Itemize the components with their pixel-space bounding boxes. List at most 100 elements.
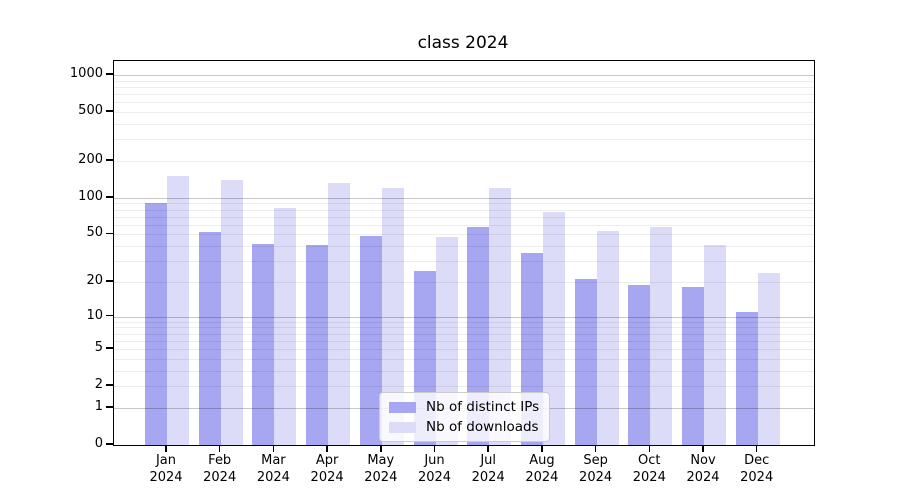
y-tick-label: 1000 xyxy=(69,66,103,82)
legend-label-downloads: Nb of downloads xyxy=(426,419,539,435)
legend-item-distinct-ips: Nb of distinct IPs xyxy=(389,399,539,415)
legend-swatch-distinct-ips xyxy=(389,401,416,413)
bar-downloads-oct xyxy=(650,226,673,445)
y-tick-mark xyxy=(106,406,113,408)
y-tick-label: 2 xyxy=(94,377,103,393)
x-tick-mark xyxy=(487,446,489,452)
minor-gridline xyxy=(114,112,814,114)
minor-gridline xyxy=(114,327,814,329)
x-tick-label-jul: Jul 2024 xyxy=(471,453,505,485)
y-tick-mark xyxy=(106,347,113,349)
bar-distinct-ips-jul xyxy=(467,226,490,445)
bar-downloads-jul xyxy=(489,188,512,445)
minor-gridline xyxy=(114,161,814,162)
x-tick-label-mar: Mar 2024 xyxy=(256,453,290,485)
minor-gridline xyxy=(114,80,814,82)
y-tick-mark xyxy=(106,314,113,317)
x-tick-mark xyxy=(433,446,436,452)
x-tick-label-jun: Jun 2024 xyxy=(417,453,452,485)
x-tick-mark xyxy=(702,446,704,452)
bar-downloads-mar xyxy=(274,208,297,445)
x-tick-label-may: May 2024 xyxy=(364,453,398,485)
bar-downloads-jan xyxy=(167,176,189,445)
y-tick-mark xyxy=(106,280,113,282)
x-tick-label-aug: Aug 2024 xyxy=(525,453,559,485)
y-tick-mark xyxy=(106,232,113,235)
minor-gridline xyxy=(114,349,814,351)
y-tick-label: 5 xyxy=(94,340,103,356)
bar-downloads-feb xyxy=(220,179,243,445)
minor-gridline xyxy=(114,340,814,342)
bar-distinct-ips-nov xyxy=(682,287,704,445)
x-tick-mark xyxy=(272,446,275,452)
bar-distinct-ips-jan xyxy=(145,203,167,445)
minor-gridline xyxy=(114,370,814,372)
legend: Nb of distinct IPs Nb of downloads xyxy=(379,392,551,442)
bar-downloads-nov xyxy=(704,244,726,445)
minor-gridline xyxy=(114,203,814,205)
chart-title: class 2024 xyxy=(417,33,509,53)
minor-gridline xyxy=(114,94,814,96)
x-tick-label-oct: Oct 2024 xyxy=(632,453,666,485)
minor-gridline xyxy=(114,358,814,360)
x-tick-mark xyxy=(326,446,328,452)
minor-gridline xyxy=(114,281,814,283)
major-gridline xyxy=(114,316,814,318)
minor-gridline xyxy=(114,139,814,141)
bar-distinct-ips-oct xyxy=(628,284,651,445)
bar-downloads-aug xyxy=(542,212,565,445)
legend-item-downloads: Nb of downloads xyxy=(389,419,539,435)
x-tick-label-jan: Jan 2024 xyxy=(149,453,183,485)
major-gridline xyxy=(114,197,814,199)
bar-distinct-ips-feb xyxy=(198,232,221,445)
legend-swatch-downloads xyxy=(389,421,416,433)
minor-gridline xyxy=(114,224,814,226)
x-tick-label-dec: Dec 2024 xyxy=(740,453,774,485)
bar-distinct-ips-mar xyxy=(252,243,275,445)
y-tick-mark xyxy=(106,110,113,112)
minor-gridline xyxy=(114,209,814,211)
bar-distinct-ips-apr xyxy=(306,244,329,445)
minor-gridline xyxy=(114,86,814,88)
minor-gridline xyxy=(114,261,814,263)
plot-area xyxy=(113,60,815,446)
bar-downloads-may xyxy=(381,187,404,445)
x-tick-mark xyxy=(648,446,651,452)
y-tick-label: 200 xyxy=(78,152,103,167)
x-tick-mark xyxy=(755,446,758,452)
x-tick-label-apr: Apr 2024 xyxy=(310,453,344,485)
x-tick-mark xyxy=(165,446,167,452)
bar-distinct-ips-sep xyxy=(574,279,597,445)
minor-gridline xyxy=(114,386,814,388)
minor-gridline xyxy=(114,234,814,236)
x-tick-label-feb: Feb 2024 xyxy=(203,453,237,485)
minor-gridline xyxy=(114,333,814,335)
x-tick-label-nov: Nov 2024 xyxy=(686,453,720,485)
y-tick-mark xyxy=(106,443,113,445)
y-tick-label: 10 xyxy=(86,307,103,323)
minor-gridline xyxy=(114,246,814,248)
x-tick-mark xyxy=(541,446,543,452)
bar-downloads-dec xyxy=(757,272,780,445)
minor-gridline xyxy=(114,321,814,323)
x-tick-mark xyxy=(218,446,221,452)
y-tick-label: 1 xyxy=(94,398,103,414)
y-tick-label: 20 xyxy=(86,272,103,288)
y-tick-label: 0 xyxy=(94,436,103,451)
minor-gridline xyxy=(114,124,814,126)
y-tick-label: 500 xyxy=(78,103,103,119)
bar-downloads-apr xyxy=(328,183,351,445)
bar-downloads-sep xyxy=(596,231,619,445)
x-tick-mark xyxy=(594,446,597,452)
minor-gridline xyxy=(114,102,814,104)
x-tick-label-sep: Sep 2024 xyxy=(579,453,613,485)
y-tick-mark xyxy=(106,73,113,75)
legend-label-distinct-ips: Nb of distinct IPs xyxy=(426,399,540,415)
y-tick-mark xyxy=(106,159,113,161)
major-gridline xyxy=(114,75,814,77)
bar-distinct-ips-dec xyxy=(735,311,758,445)
bar-distinct-ips-may xyxy=(359,235,382,445)
y-tick-label: 100 xyxy=(78,188,103,204)
minor-gridline xyxy=(114,216,814,218)
